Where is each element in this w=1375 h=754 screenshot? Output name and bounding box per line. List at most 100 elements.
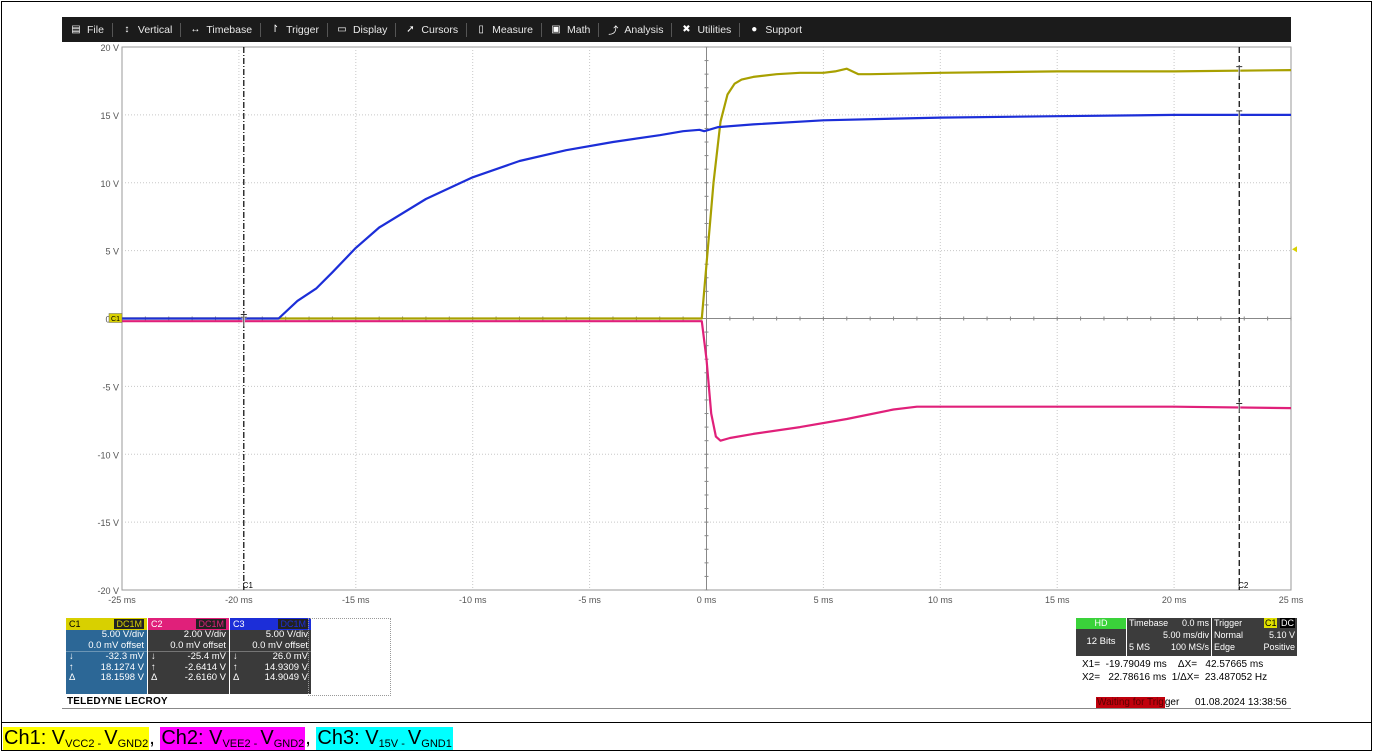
menu-label: Cursors	[421, 23, 459, 36]
channel-min: -25.4 mV	[187, 651, 226, 663]
trigger-icon: ↾	[270, 24, 280, 35]
trigger-level-marker[interactable]	[1292, 246, 1297, 253]
y-tick-label: -10 V	[97, 450, 119, 460]
menu-label: File	[87, 23, 104, 36]
menu-timebase[interactable]: ↔ Timebase	[181, 17, 260, 42]
hd-badge: HD	[1076, 618, 1126, 629]
channel-name: C3	[233, 619, 245, 629]
channel-min: -32.3 mV	[105, 651, 144, 663]
y-tick-label: 5 V	[105, 247, 119, 257]
menu-label: Vertical	[137, 23, 173, 36]
menu-vertical[interactable]: ↕ Vertical	[113, 17, 180, 42]
min-symbol: ↓	[69, 651, 74, 663]
menu-analysis[interactable]: ⤴ Analysis	[599, 17, 671, 42]
timebase-delay: 0.0 ms	[1181, 618, 1209, 628]
trigger-status: Waiting for Trigger	[1096, 697, 1179, 708]
menu-label: Measure	[492, 23, 534, 36]
cursor-crossing-marker	[240, 314, 247, 324]
utilities-icon: ✖	[682, 24, 691, 35]
caption-channel-1: Ch1: VVCC2 - VGND2	[3, 726, 150, 750]
menu-separator	[671, 22, 673, 37]
cursor-crossing-marker	[1236, 402, 1243, 413]
x-tick-label: -20 ms	[225, 595, 253, 605]
channel-min: 26.0 mV	[272, 651, 308, 663]
menu-trigger[interactable]: ↾ Trigger	[261, 17, 327, 42]
menu-cursors[interactable]: ➚ Cursors	[396, 17, 466, 42]
waveform-plot: 20 V15 V10 V5 V0 V-5 V-10 V-15 V-20 V-25…	[97, 43, 1303, 605]
menu-file[interactable]: ▤ File	[62, 17, 112, 42]
channel-max: 18.1274 V	[100, 661, 144, 673]
menu-utilities[interactable]: ✖ Utilities	[672, 17, 739, 42]
trigger-slope: Positive	[1263, 642, 1295, 652]
y-tick-label: -20 V	[97, 586, 119, 596]
caption-channel-2: Ch2: VVEE2 - VGND2	[160, 726, 306, 750]
caption-sub1: VCC2 -	[65, 737, 105, 750]
channel-box-c2[interactable]: C2 DC1M 2.00 V/div 0.0 mV offset ↓ -25.4 mV ↑ -…	[148, 618, 229, 694]
min-symbol: ↓	[151, 651, 156, 663]
trace-c1	[122, 67, 1292, 320]
caption-prefix: Ch2: V	[161, 726, 223, 749]
channel-box-c3[interactable]: C3 DC1M 5.00 V/div 0.0 mV offset ↓ 26.0 mV ↑ 14…	[230, 618, 311, 694]
caption-sub2: GND1	[421, 737, 452, 750]
menu-label: Utilities	[697, 23, 732, 36]
x-tick-label: 15 ms	[1045, 595, 1070, 605]
x-tick-label: -10 ms	[459, 595, 487, 605]
empty-channel-slot[interactable]	[308, 618, 391, 696]
channel-delta: 18.1598 V	[100, 672, 144, 684]
timebase-label: Timebase	[1129, 618, 1169, 628]
menu-support[interactable]: ● Support	[740, 17, 810, 42]
delta-symbol: Δ	[233, 672, 240, 684]
menu-math[interactable]: ▣ Math	[542, 17, 598, 42]
horizontal-arrows-icon: ↔	[190, 24, 201, 35]
file-icon: ▤	[71, 24, 81, 35]
menu-separator	[541, 22, 543, 37]
menu-measure[interactable]: ▯ Measure	[467, 17, 541, 42]
menu-separator	[739, 22, 741, 37]
cursor-readout-x1: X1= -19.79049 ms ΔX= 42.57665 ms	[1082, 659, 1264, 670]
channel-max: 14.9309 V	[264, 661, 308, 673]
menu-label: Analysis	[624, 23, 664, 36]
trigger-box[interactable]: Trigger C1 DC Normal 5.10 V Edge Positiv…	[1212, 618, 1297, 656]
status-datetime: 01.08.2024 13:38:56	[1195, 697, 1287, 708]
timebase-box[interactable]: Timebase 0.0 ms 5.00 ms/div 5 MS 100 MS/…	[1127, 618, 1211, 656]
channel-vdiv: 5.00 V/div	[265, 629, 308, 641]
max-symbol: ↑	[151, 661, 156, 673]
caption-sub1: 15V -	[378, 737, 408, 750]
y-tick-label: 10 V	[100, 179, 119, 189]
channel-vdiv: 2.00 V/div	[183, 629, 226, 641]
trigger-level: 5.10 V	[1268, 630, 1295, 640]
caption-separator: ,	[149, 726, 161, 749]
channel-name: C1	[69, 619, 81, 629]
caption-mid: V	[407, 726, 422, 749]
math-icon: ▣	[551, 24, 561, 35]
channel-box-c1[interactable]: C1 DC1M 5.00 V/div 0.0 mV offset ↓ -32.3 mV ↑ 1…	[66, 618, 147, 694]
caption-sub1: VEE2 -	[222, 737, 261, 750]
x-tick-label: 5 ms	[814, 595, 834, 605]
bits-label: 12 Bits	[1086, 636, 1116, 647]
cursor-icon: ➚	[406, 24, 415, 35]
info-icon: ●	[751, 24, 758, 35]
status-divider	[62, 708, 1291, 709]
channel-coupling: DC1M	[196, 619, 226, 629]
menu-separator	[466, 22, 468, 37]
x-tick-label: 0 ms	[697, 595, 717, 605]
cursor-crossing-marker	[1236, 110, 1243, 120]
menu-separator	[598, 22, 600, 37]
x-tick-label: -5 ms	[578, 595, 601, 605]
menu-label: Math	[567, 23, 591, 36]
trigger-label: Trigger	[1214, 618, 1243, 628]
channel-offset: 0.0 mV offset	[170, 639, 226, 651]
menu-separator	[180, 22, 182, 37]
channel-ground-marker[interactable]	[108, 313, 123, 323]
trigger-channel: C1	[1263, 618, 1278, 628]
menu-display[interactable]: ▭ Display	[328, 17, 395, 42]
sample-rate: 100 MS/s	[1170, 642, 1209, 652]
channel-caption: Ch1: VVCC2 - VGND2, Ch2: VVEE2 - VGND2, …	[3, 724, 453, 752]
x-tick-label: 20 ms	[1162, 595, 1187, 605]
min-symbol: ↓	[233, 651, 238, 663]
cursor-c1-label: C1	[243, 581, 254, 590]
hd-box[interactable]: HD 12 Bits	[1076, 618, 1126, 656]
brand-logo: TELEDYNE LECROY	[67, 696, 168, 707]
delta-symbol: Δ	[69, 672, 76, 684]
delta-symbol: Δ	[151, 672, 158, 684]
